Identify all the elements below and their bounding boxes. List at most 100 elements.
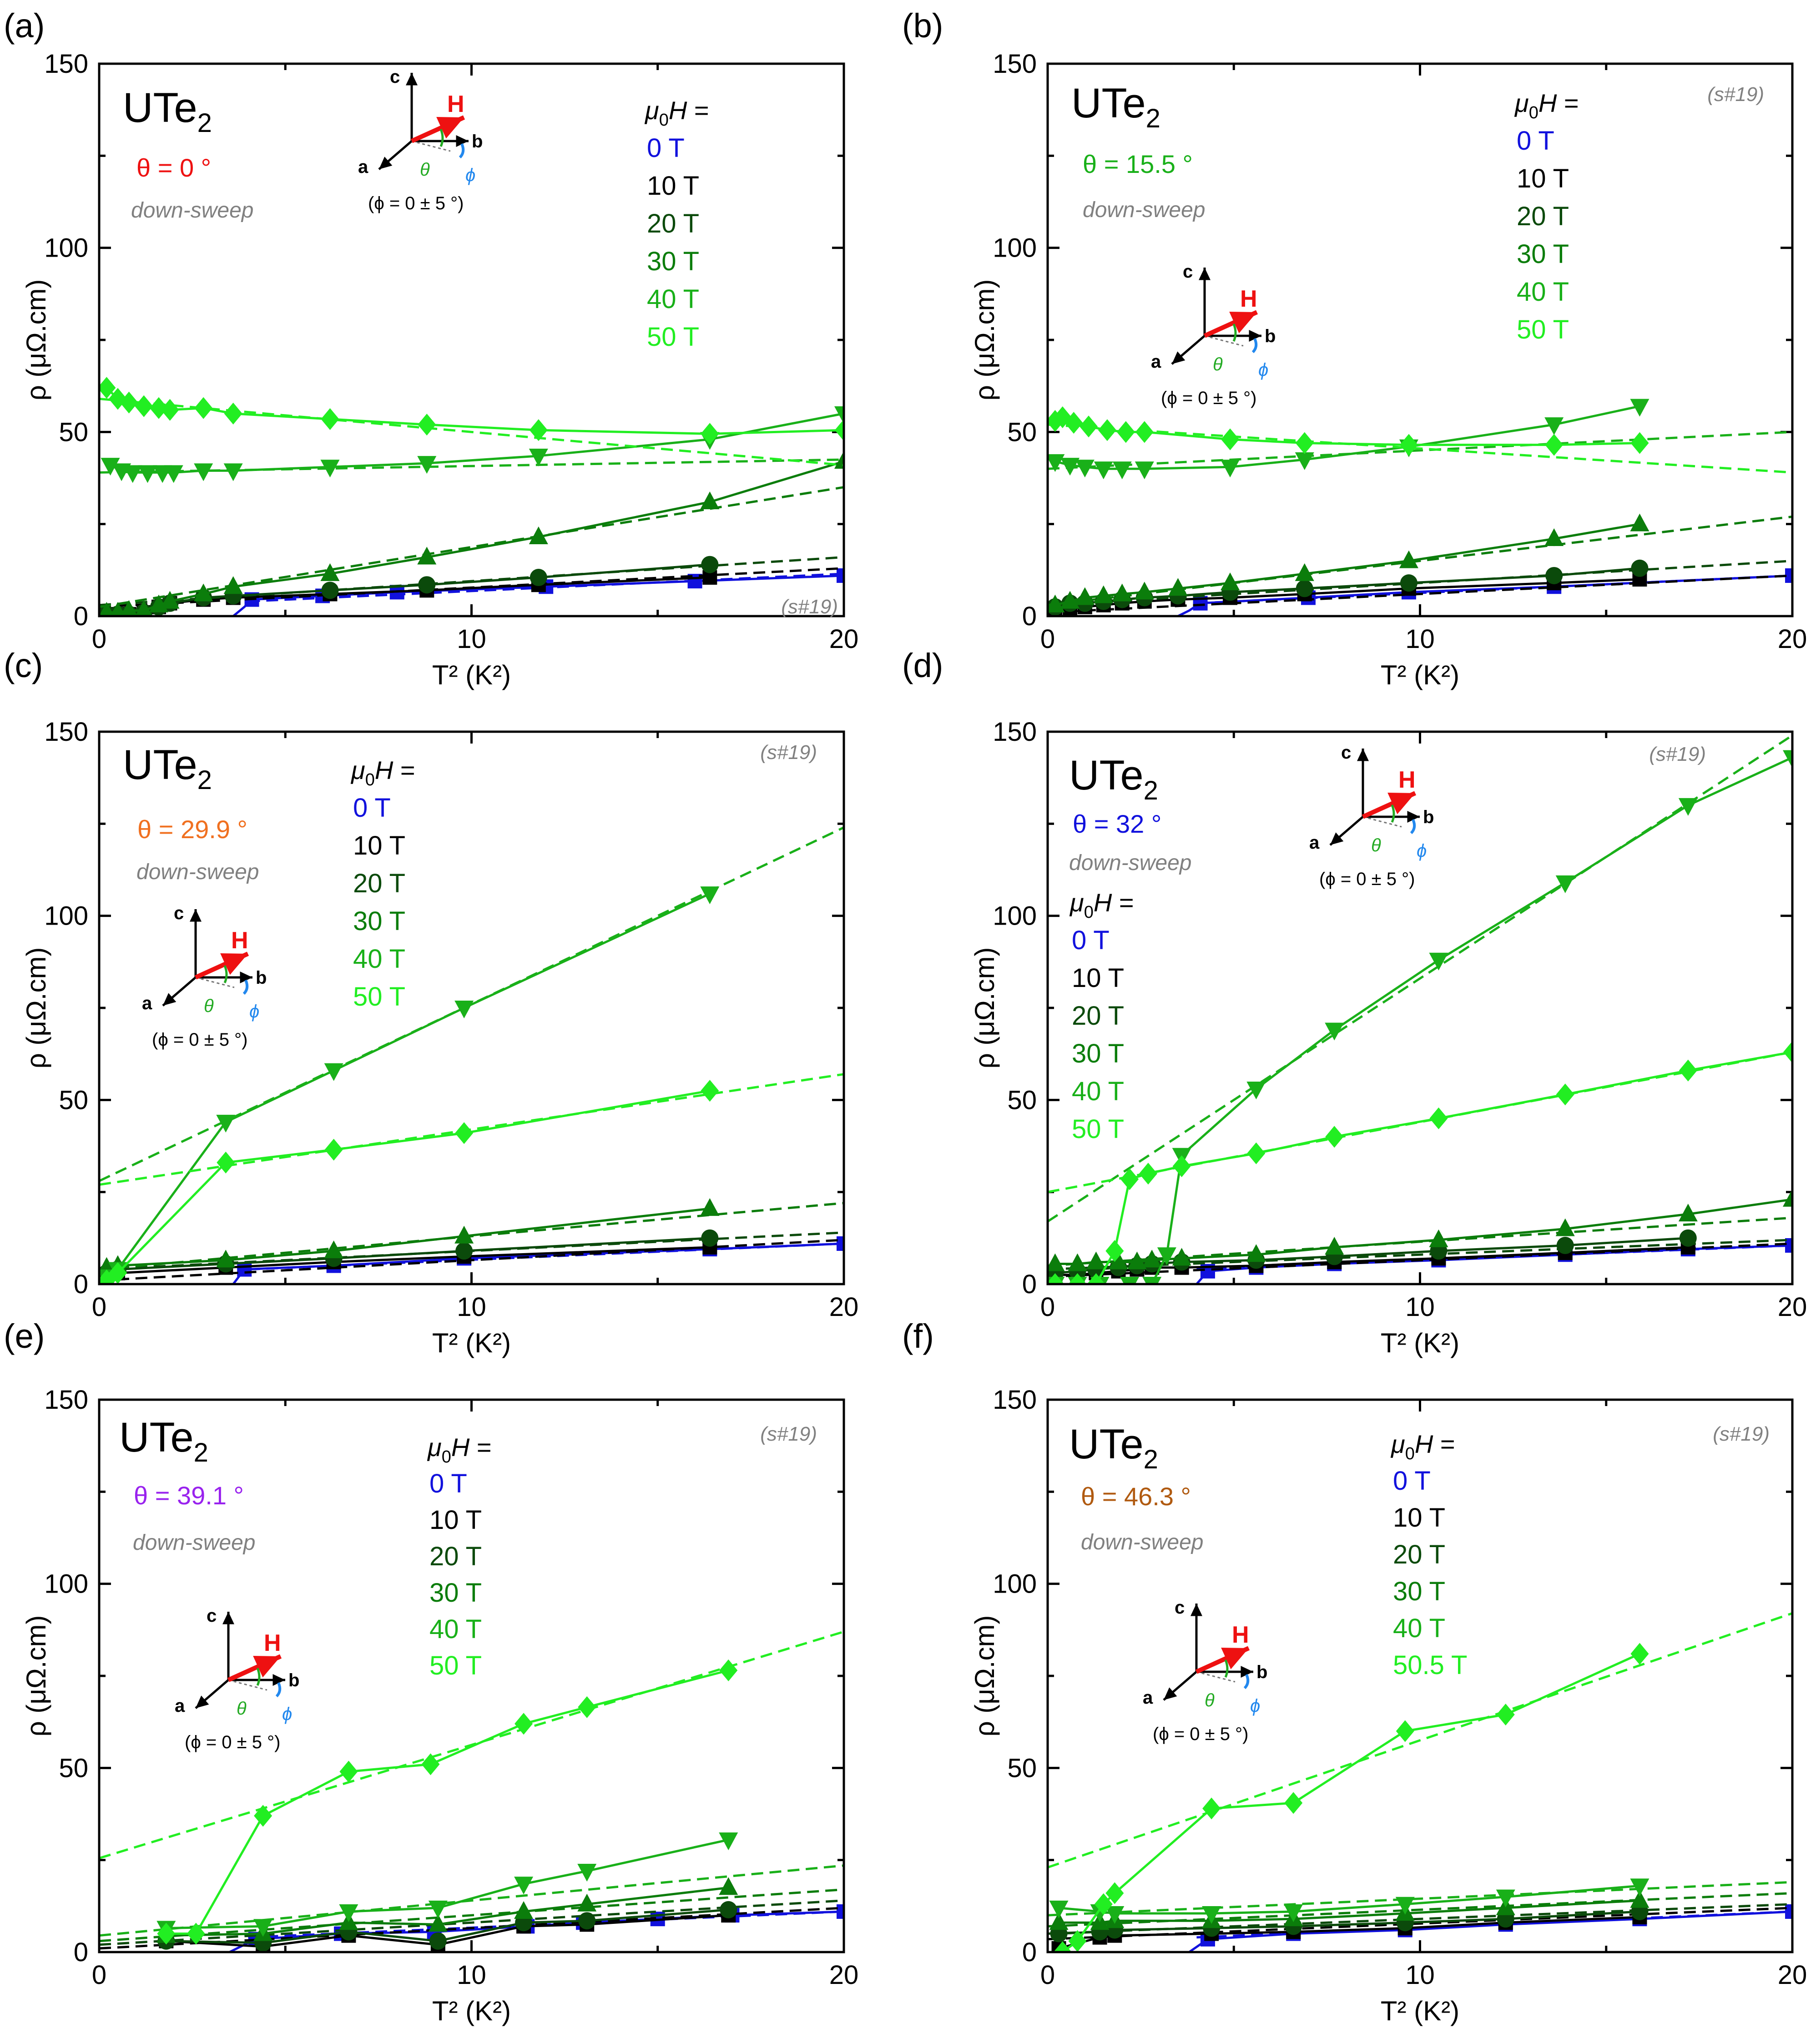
theta-label: θ xyxy=(1213,354,1223,374)
data-point xyxy=(1396,1720,1414,1742)
legend-entry: 40 T xyxy=(1517,277,1569,307)
x-tick-label: 0 xyxy=(1040,624,1055,654)
sweep-label: down-sweep xyxy=(136,860,259,884)
field-label: H xyxy=(231,927,248,954)
y-tick-label: 50 xyxy=(1007,417,1037,447)
field-label: H xyxy=(1398,767,1416,793)
c-axis-arrow-head xyxy=(190,909,202,922)
data-point xyxy=(1400,574,1417,592)
field-arrow-head xyxy=(1221,1647,1249,1670)
x-tick-label: 10 xyxy=(457,1292,486,1322)
data-point xyxy=(237,1262,252,1277)
y-tick-label: 0 xyxy=(74,1270,88,1299)
sample-label: (s#19) xyxy=(1649,743,1706,765)
series-30T xyxy=(1048,513,1792,612)
angle-label: θ = 0 ° xyxy=(136,153,211,182)
panel-b: (b) 0 10 20 0 50 100 150 T² (K²) ρ (μΩ.cm) UTe2 θ =… xyxy=(902,7,1807,690)
y-axis-label: ρ (μΩ.cm) xyxy=(969,279,1000,401)
legend-entry: 10 T xyxy=(1393,1503,1445,1533)
field-label: H xyxy=(1240,286,1257,312)
projection-line xyxy=(1204,335,1244,347)
legend-entry: 40 T xyxy=(1393,1614,1445,1643)
legend: μ0H =0 T 10 T 20 T 30 T 40 T 50 T xyxy=(644,96,709,352)
data-point xyxy=(1783,1041,1792,1063)
c-axis-arrow-head xyxy=(406,73,418,86)
field-label: H xyxy=(447,91,464,117)
data-point xyxy=(837,1904,844,1919)
fit-line xyxy=(1048,430,1792,470)
theta-arc xyxy=(256,1668,261,1686)
panel-label: (e) xyxy=(4,1317,45,1355)
data-point xyxy=(835,419,844,441)
legend-entry: 0 T xyxy=(1517,126,1554,156)
data-point xyxy=(223,463,243,481)
data-point xyxy=(719,1877,738,1895)
field-arrow-head xyxy=(436,116,464,139)
compound-title: UTe2 xyxy=(1071,80,1160,133)
data-point xyxy=(1168,578,1188,596)
data-point xyxy=(1555,875,1575,893)
data-point xyxy=(321,408,339,430)
a-axis-label: a xyxy=(358,157,368,177)
data-point xyxy=(1246,1244,1266,1262)
fit-line xyxy=(99,398,844,466)
plot-frame xyxy=(1046,62,1794,617)
sample-label: (s#19) xyxy=(1713,1423,1770,1445)
legend-entry: 0 T xyxy=(429,1469,467,1498)
data-point xyxy=(454,1001,474,1018)
fit-line xyxy=(99,458,844,474)
data-point xyxy=(1544,528,1564,546)
data-point xyxy=(194,463,213,481)
data-point xyxy=(720,1901,737,1918)
field-label: H xyxy=(1232,1622,1249,1648)
legend-header: μ0H = xyxy=(350,756,415,789)
series-line xyxy=(1055,1910,1792,1952)
b-axis-label: b xyxy=(256,968,267,988)
data-point xyxy=(701,423,719,445)
x-tick-label: 20 xyxy=(829,1292,859,1322)
data-point xyxy=(1631,559,1649,577)
data-point xyxy=(1325,1022,1344,1041)
data-point xyxy=(577,1863,597,1882)
data-point xyxy=(1049,1912,1069,1930)
data-point xyxy=(1086,1251,1106,1270)
data-point xyxy=(421,1753,440,1776)
sweep-label: down-sweep xyxy=(131,198,253,223)
sample-label: (s#19) xyxy=(781,596,838,618)
y-tick-label: 100 xyxy=(44,233,88,263)
panel-a: (a) 0 10 20 0 50 100 150 T² (K²) ρ (μΩ.cm) UTe2 θ =… xyxy=(4,7,858,690)
data-point xyxy=(194,583,213,602)
legend-entry: 0 T xyxy=(1393,1466,1431,1496)
data-point xyxy=(1630,432,1649,454)
data-point xyxy=(834,406,844,424)
crystal-axes-diagram: c b a Hθ ϕ(ϕ = 0 ± 5 °) xyxy=(1309,743,1434,889)
legend-header: μ0H = xyxy=(427,1433,492,1467)
data-point xyxy=(1112,461,1132,480)
panel-label: (d) xyxy=(902,647,943,684)
data-point xyxy=(1630,1643,1649,1665)
plot-frame xyxy=(1046,730,1794,1285)
data-point xyxy=(1679,1229,1697,1247)
data-point xyxy=(1545,434,1564,456)
phi-arc xyxy=(242,979,249,995)
compound-title: UTe2 xyxy=(119,1414,208,1467)
data-point xyxy=(253,1919,273,1937)
data-point xyxy=(1395,1897,1415,1915)
sweep-label: down-sweep xyxy=(1081,1530,1203,1554)
angle-label: θ = 29.9 ° xyxy=(137,815,247,844)
y-tick-label: 150 xyxy=(993,717,1037,747)
data-point xyxy=(1630,399,1650,417)
data-point xyxy=(1544,417,1564,435)
phi-range-note: (ϕ = 0 ± 5 °) xyxy=(1161,388,1256,408)
x-tick-label: 10 xyxy=(1405,624,1435,654)
data-point xyxy=(1221,460,1240,478)
y-tick-label: 0 xyxy=(74,602,88,631)
data-point xyxy=(120,600,138,616)
data-point xyxy=(418,576,436,594)
data-point xyxy=(120,391,138,414)
theta-arc xyxy=(1391,804,1395,823)
c-axis-label: c xyxy=(1175,1598,1185,1618)
c-axis-arrow-head xyxy=(1357,749,1369,761)
data-point xyxy=(1135,421,1154,443)
series-50T xyxy=(99,1630,844,1945)
